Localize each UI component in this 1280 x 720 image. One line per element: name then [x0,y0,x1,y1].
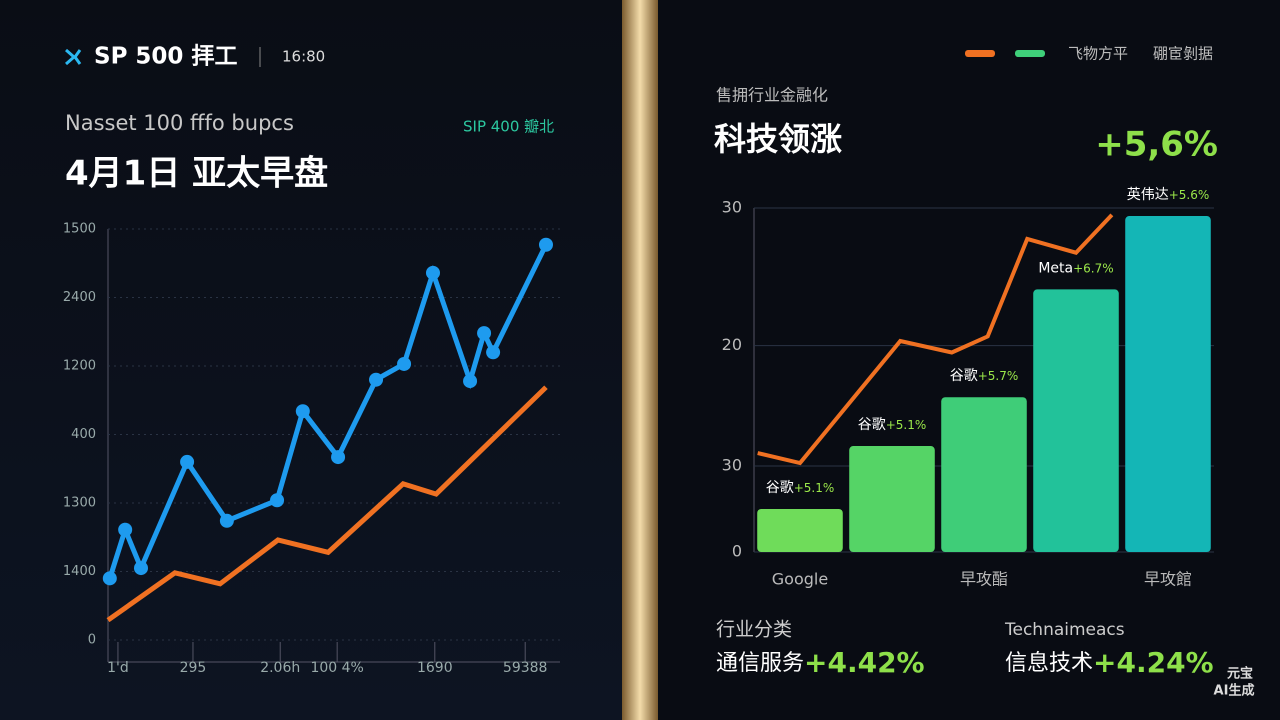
bar-note: 英伟达+5.6% [1127,186,1210,203]
note-change: +5.1% [794,481,835,495]
note-name: 谷歌 [950,368,978,384]
legend-swatch [965,50,995,57]
sector: 通信服务 [716,651,804,676]
point [295,404,310,419]
right-title: 科技领涨 [714,120,842,158]
bar-note: 谷歌+5.7% [950,368,1019,384]
legend-swatch [1015,50,1045,57]
tag: SIP 400 瓣北 [463,118,554,136]
sector: 信息技术 [1005,651,1093,676]
point [180,454,195,469]
note-name: 谷歌 [858,417,886,433]
point [463,374,478,389]
point [118,522,133,537]
note-name: 谷歌 [766,480,794,496]
bar-note: 谷歌+5.1% [766,480,835,496]
point [397,356,412,371]
x-tick-label: 2.06h [260,660,300,676]
bar-note: 谷歌+5.1% [858,417,927,433]
title: 4月1日 亚太早盘 [65,154,328,194]
y-tick-label: 2400 [63,290,96,305]
bar [941,397,1027,552]
y-tick-label: 0 [732,542,742,561]
legend-label: 硼宦剝据 [1153,45,1213,63]
note-name: 英伟达 [1127,186,1169,203]
point [219,513,234,528]
change: +4.24% [1093,646,1214,679]
legend-label: 飞物方平 [1068,45,1128,63]
note-change: +5.1% [886,418,927,432]
bar [1125,216,1211,552]
subtitle: Nasset 100 fffo bupcs [65,111,294,135]
brand: SP 500 拝工 [94,44,237,70]
bar-note: Meta+6.7% [1038,260,1113,276]
logo [65,48,82,66]
point [102,571,117,586]
x-tick-label: 100 4% [310,660,363,676]
point [369,372,384,387]
x-tick-label: Google [772,570,828,589]
change: +4.42% [804,646,925,679]
note-change: +5.6% [1169,188,1210,202]
y-tick-label: 30 [722,198,742,217]
gold-divider [622,0,658,720]
headline: +5,6% [1095,125,1218,165]
y-tick-label: 0 [88,633,96,648]
point [270,493,285,508]
watermark: AI生成 [1214,683,1255,699]
line [106,385,548,623]
bar [757,509,843,552]
x-tick-label: 1690 [417,660,453,676]
summary-label: 行业分类 [716,619,792,641]
note-change: +6.7% [1073,261,1114,275]
y-tick-label: 400 [71,427,96,442]
y-tick-label: 1500 [63,222,96,237]
x-tick-label: 早攻館 [1144,570,1192,589]
y-tick-label: 20 [722,335,742,354]
point [477,326,492,341]
y-tick-label: 1300 [63,496,96,511]
y-tick-label: 1200 [63,359,96,374]
point [425,265,440,280]
time: 16:80 [282,48,325,66]
y-tick-label: 1400 [63,564,96,579]
watermark: 元宝 [1227,666,1253,682]
bar [1033,289,1119,552]
left-panel [0,0,622,720]
x-tick-label: 295 [180,660,207,676]
x-tick-label: 早攻酯 [960,570,1008,589]
x-tick-label: 1'd [107,660,129,676]
line [757,213,1114,466]
x-tick-label: 59388 [503,660,548,676]
note-change: +5.7% [978,369,1019,383]
y-tick-label: 30 [722,456,742,475]
kicker: 售拥行业金融化 [716,86,828,105]
summary-row: 通信服务+4.42% [716,646,925,679]
summary-row: 信息技术+4.24% [1005,646,1214,679]
point [133,561,148,576]
point [331,450,346,465]
point [538,237,553,252]
summary-label: Technaimeacs [1004,620,1125,640]
point [486,345,501,360]
bar [849,446,935,552]
note-name: Meta [1038,260,1073,276]
